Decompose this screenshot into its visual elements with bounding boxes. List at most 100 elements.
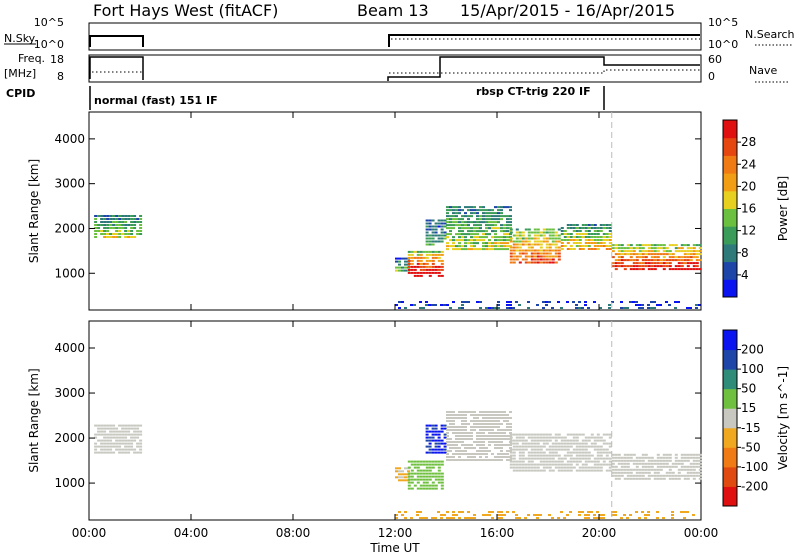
echo-cell <box>572 466 576 469</box>
echo-cell <box>106 424 110 427</box>
echo-cell <box>473 420 476 422</box>
echo-cell <box>94 221 98 223</box>
echo-cell <box>133 451 137 454</box>
echo-cell <box>590 227 594 229</box>
colorbar-segment <box>723 427 737 448</box>
echo-cell <box>452 212 455 215</box>
echo-cell <box>572 230 576 232</box>
echo-cell <box>506 420 509 422</box>
y-tick-label: 3000 <box>54 177 85 191</box>
echo-cell <box>419 517 422 519</box>
echo-cell <box>584 517 587 519</box>
echo-cell <box>536 249 540 252</box>
echo-cell <box>482 426 485 428</box>
echo-cell <box>647 304 650 306</box>
echo-cell <box>539 514 542 516</box>
echo-cell <box>398 511 401 513</box>
echo-cell <box>473 517 476 519</box>
echo-cell <box>596 511 599 513</box>
echo-cell <box>497 453 500 455</box>
echo-cell <box>545 228 549 231</box>
y-axis-label: Slant Range [km] <box>27 368 41 472</box>
echo-cell <box>506 426 509 428</box>
echo-cell <box>674 456 678 459</box>
echo-cell <box>479 450 482 452</box>
echo-cell <box>686 265 690 268</box>
echo-cell <box>437 475 441 478</box>
echo-cell <box>121 427 125 430</box>
echo-cell <box>133 430 137 433</box>
echo-cell <box>599 242 603 244</box>
echo-cell <box>635 456 639 459</box>
echo-cell <box>629 247 633 250</box>
echo-cell <box>518 451 522 454</box>
echo-cell <box>587 511 590 513</box>
echo-cell <box>482 411 485 413</box>
echo-cell <box>572 460 576 463</box>
echo-cell <box>416 514 419 516</box>
echo-cell <box>121 227 125 229</box>
echo-cell <box>139 430 143 433</box>
echo-cell <box>425 484 429 487</box>
echo-cell <box>545 240 549 243</box>
echo-cell <box>103 230 107 232</box>
echo-cell <box>602 442 606 445</box>
echo-cell <box>485 224 488 227</box>
echo-cell <box>488 248 491 251</box>
echo-cell <box>118 224 122 226</box>
echo-cell <box>674 453 678 456</box>
echo-cell <box>689 250 693 253</box>
echo-cell <box>133 427 137 430</box>
echo-cell <box>638 468 642 471</box>
echo-cell <box>470 221 473 224</box>
echo-cell <box>425 222 429 225</box>
echo-cell <box>584 304 587 306</box>
echo-cell <box>671 268 675 271</box>
echo-cell <box>106 436 110 439</box>
echo-cell <box>395 467 398 470</box>
echo-cell <box>118 433 122 436</box>
nsearch-label: N.Search <box>745 28 795 41</box>
echo-cell <box>653 468 657 471</box>
echo-cell <box>668 268 672 271</box>
echo-cell <box>428 466 432 469</box>
echo-cell <box>569 224 573 226</box>
echo-cell <box>485 227 488 230</box>
echo-cell <box>698 253 702 256</box>
echo-cell <box>548 457 552 460</box>
echo-cell <box>578 301 581 303</box>
echo-cell <box>407 268 411 271</box>
echo-cell <box>575 469 579 472</box>
echo-cell <box>407 475 411 478</box>
echo-cell <box>422 250 426 253</box>
echo-cell <box>671 465 675 468</box>
echo-cell <box>602 457 606 460</box>
echo-cell <box>620 247 624 250</box>
echo-cell <box>527 255 531 258</box>
echo-cell <box>671 474 675 477</box>
echo-cell <box>503 411 506 413</box>
echo-cell <box>425 481 429 484</box>
echo-cell <box>425 463 429 466</box>
echo-cell <box>641 453 645 456</box>
echo-cell <box>139 230 143 232</box>
echo-cell <box>671 511 674 513</box>
echo-cell <box>485 438 488 440</box>
echo-cell <box>461 233 464 236</box>
echo-cell <box>683 477 687 480</box>
echo-cell <box>674 268 678 271</box>
echo-cell <box>458 511 461 513</box>
echo-cell <box>106 221 110 223</box>
echo-cell <box>506 245 509 248</box>
echo-cell <box>121 439 125 442</box>
echo-cell <box>581 224 585 226</box>
colorbar-segment <box>723 369 737 390</box>
echo-cell <box>536 237 540 240</box>
echo-cell <box>500 245 503 248</box>
echo-cell <box>554 261 558 264</box>
echo-cell <box>115 427 119 430</box>
echo-cell <box>500 514 503 516</box>
echo-cell <box>530 231 534 234</box>
echo-cell <box>674 462 678 465</box>
